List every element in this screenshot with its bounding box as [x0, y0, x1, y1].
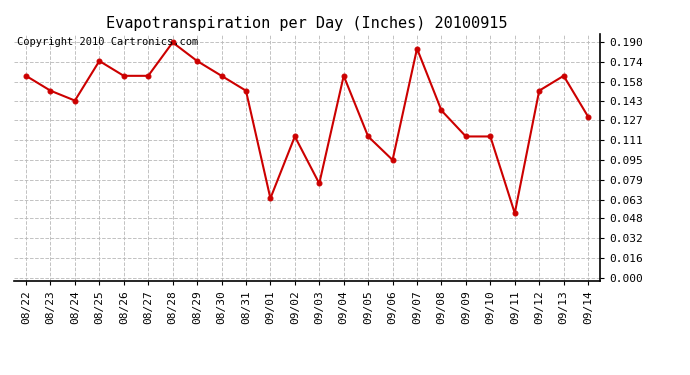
- Title: Evapotranspiration per Day (Inches) 20100915: Evapotranspiration per Day (Inches) 2010…: [106, 16, 508, 31]
- Text: Copyright 2010 Cartronics.com: Copyright 2010 Cartronics.com: [17, 38, 198, 48]
